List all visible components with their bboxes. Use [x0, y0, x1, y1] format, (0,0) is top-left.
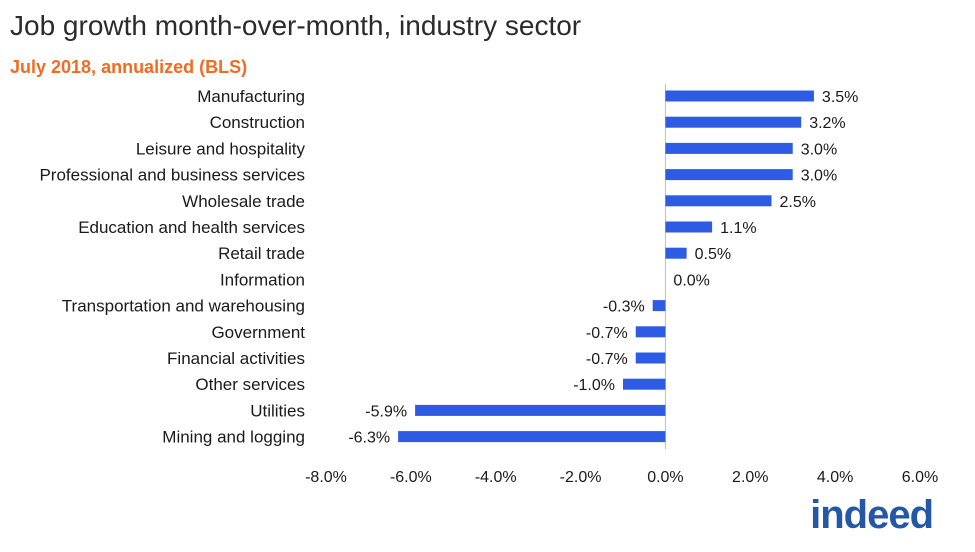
bar [415, 404, 666, 416]
data-label: -1.0% [573, 377, 615, 394]
x-tick-label: -4.0% [475, 469, 517, 486]
category-label: Financial activities [167, 349, 305, 368]
data-label: -0.7% [586, 325, 628, 342]
x-tick-label: 0.0% [647, 469, 683, 486]
category-label: Utilities [250, 401, 305, 420]
category-label: Government [211, 323, 305, 342]
bar [398, 431, 666, 443]
x-tick-label: 4.0% [817, 469, 853, 486]
category-label: Mining and logging [162, 428, 305, 447]
category-label: Transportation and warehousing [62, 297, 305, 316]
bar [665, 247, 687, 259]
bar [623, 378, 666, 390]
data-label: -0.3% [603, 299, 645, 316]
indeed-logo: indeed [810, 493, 934, 537]
data-label: 3.2% [809, 115, 845, 132]
category-label: Information [220, 270, 305, 289]
x-tick-label: -2.0% [560, 469, 602, 486]
x-tick-label: -8.0% [305, 469, 347, 486]
category-label: Professional and business services [39, 166, 305, 185]
data-label: 3.0% [801, 168, 837, 185]
data-label: 3.5% [822, 89, 858, 106]
category-label: Leisure and hospitality [136, 139, 306, 158]
category-label: Other services [195, 375, 305, 394]
data-label: 0.0% [673, 272, 709, 289]
x-tick-label: 2.0% [732, 469, 768, 486]
data-label: -0.7% [586, 351, 628, 368]
bar [665, 169, 793, 181]
data-label: -6.3% [348, 430, 390, 447]
bar [665, 116, 802, 128]
bar [665, 195, 772, 207]
category-label: Wholesale trade [182, 192, 305, 211]
category-label: Construction [210, 113, 305, 132]
bar [635, 326, 666, 338]
data-label: 2.5% [780, 194, 816, 211]
bar [665, 142, 793, 154]
data-label: 3.0% [801, 141, 837, 158]
bar [652, 300, 666, 312]
x-tick-label: 6.0% [902, 469, 938, 486]
x-tick-label: -6.0% [390, 469, 432, 486]
bar [635, 352, 666, 364]
chart-subtitle: July 2018, annualized (BLS) [10, 57, 248, 77]
bar [665, 90, 814, 102]
data-label: 1.1% [720, 220, 756, 237]
data-label: -5.9% [365, 403, 407, 420]
category-label: Education and health services [78, 218, 305, 237]
bar [665, 221, 713, 233]
data-label: 0.5% [695, 246, 731, 263]
chart-title: Job growth month-over-month, industry se… [10, 10, 582, 41]
category-label: Retail trade [218, 244, 305, 263]
category-label: Manufacturing [197, 87, 305, 106]
